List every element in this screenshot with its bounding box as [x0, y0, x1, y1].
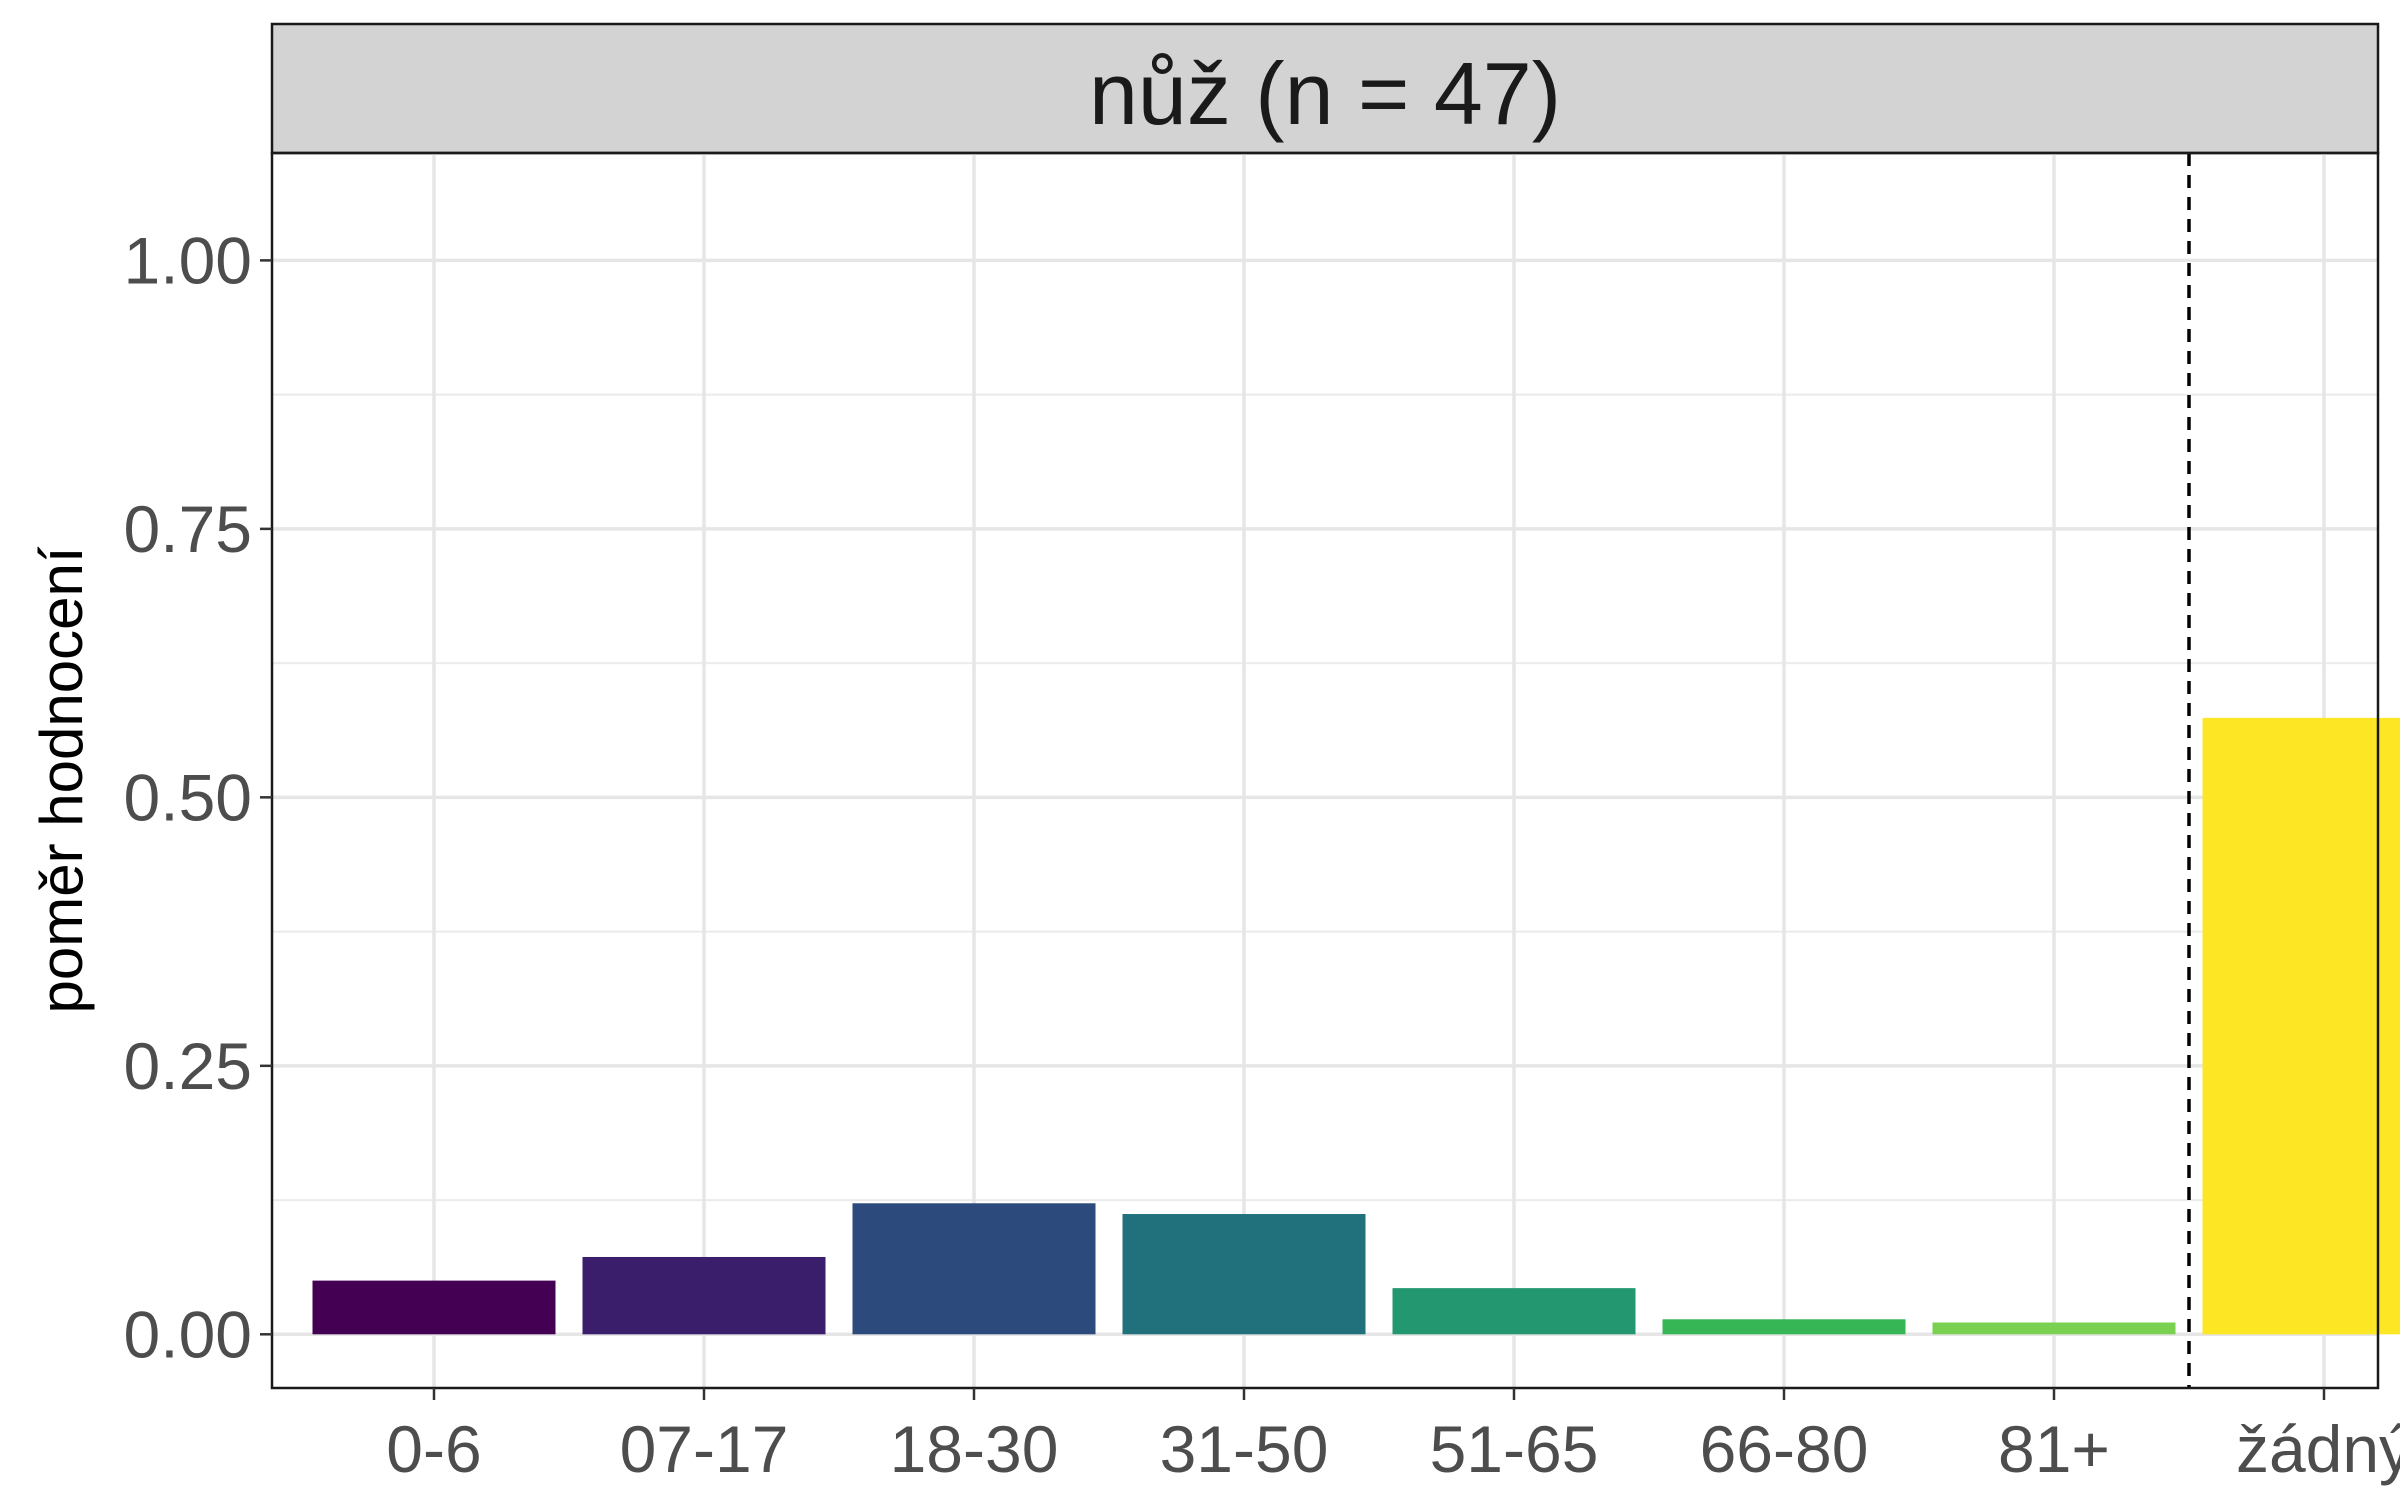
bar-18-30 [852, 1203, 1096, 1335]
strip-background [270, 22, 2380, 155]
bar-66-80 [1662, 1319, 1906, 1335]
facet-title: nůž (n = 47) [1089, 44, 1561, 143]
x-tick-label: 66-80 [1700, 1412, 1869, 1486]
x-tick-label: 31-50 [1160, 1412, 1329, 1486]
y-tick-label: 0.00 [124, 1297, 252, 1371]
bar-51-65 [1392, 1288, 1636, 1335]
bar-31-50 [1122, 1214, 1366, 1335]
bar-žádný [2202, 717, 2400, 1335]
bar-0-6 [312, 1280, 556, 1335]
x-tick-label: 81+ [1998, 1412, 2110, 1486]
x-tick-label: 51-65 [1430, 1412, 1599, 1486]
panel-border [270, 151, 2380, 1390]
y-tick-label: 0.50 [124, 760, 252, 834]
y-tick-label: 0.75 [124, 492, 252, 566]
x-tick-label: žádný [2236, 1412, 2400, 1486]
x-tick-label: 18-30 [890, 1412, 1059, 1486]
x-tick-label: 07-17 [620, 1412, 789, 1486]
bar-07-17 [582, 1256, 826, 1335]
y-tick-label: 0.25 [124, 1029, 252, 1103]
plot-area: 0.00 0.25 0.50 0.75 1.00 0-6 07-17 18-30 31-50 51… [124, 151, 2400, 1486]
x-tick-label: 0-6 [386, 1412, 481, 1486]
bar-81+ [1932, 1322, 2176, 1335]
y-tick-label: 1.00 [124, 223, 252, 297]
y-axis-title: poměr hodnocení [28, 546, 95, 1013]
